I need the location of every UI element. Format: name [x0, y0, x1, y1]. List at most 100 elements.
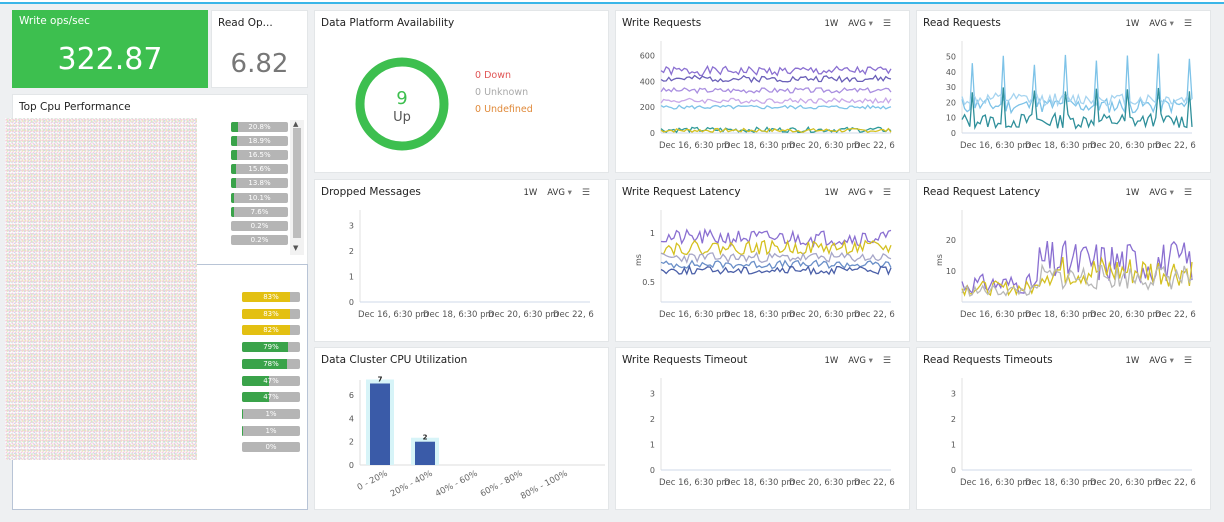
- aggregation-dropdown[interactable]: AVG: [1149, 356, 1174, 366]
- x-tick-label: Dec 20, 6:30 pm: [789, 478, 860, 488]
- chart-title: Write Requests Timeout: [622, 354, 748, 366]
- x-tick-label: 0 - 20%: [356, 469, 390, 493]
- cpu-bar-track: [242, 392, 300, 403]
- x-tick-label: Dec 18, 6:30 pm: [724, 478, 795, 488]
- menu-icon[interactable]: ☰: [882, 19, 891, 29]
- range-selector[interactable]: 1W: [1125, 356, 1140, 366]
- aggregation-dropdown[interactable]: AVG: [1149, 188, 1174, 198]
- cpu-bar-label: 0.2%: [250, 221, 269, 230]
- menu-icon[interactable]: ☰: [882, 188, 891, 198]
- range-selector[interactable]: 1W: [824, 19, 839, 29]
- y-tick-label: 2: [349, 438, 354, 447]
- series-line: [961, 53, 1193, 115]
- cpu-bar-fill: [242, 342, 288, 353]
- y-tick-label: 1: [650, 441, 655, 450]
- read-ops-value: 6.82: [230, 49, 289, 79]
- cpu-bar-fill: [231, 192, 235, 203]
- x-tick-label: Dec 16, 6:30 pm: [960, 478, 1031, 488]
- chart-title: Write Request Latency: [622, 186, 741, 198]
- aggregation-dropdown[interactable]: AVG: [848, 19, 873, 29]
- chart-title: Read Requests Timeouts: [923, 354, 1053, 366]
- cpu-bar-fill: [242, 375, 270, 386]
- y-tick-label: 10: [946, 267, 956, 276]
- cpu-bar-row: 1%: [242, 425, 300, 436]
- cpu-bar-row: 16.5%: [231, 150, 288, 161]
- x-tick-label: Dec 20, 6:30 pm: [1090, 141, 1161, 151]
- range-selector[interactable]: 1W: [1125, 19, 1140, 29]
- cpu-bar-label: 15.6%: [248, 165, 271, 174]
- y-tick-label: 400: [640, 77, 655, 86]
- write-requests-panel: Write Requests 1W AVG ☰ 0 200 400 600 Dec 16, 6:…: [615, 10, 910, 173]
- menu-icon[interactable]: ☰: [882, 356, 891, 366]
- cpu-bar-fill: [242, 392, 270, 403]
- range-selector[interactable]: 1W: [824, 188, 839, 198]
- scroll-down-icon[interactable]: ▼: [293, 244, 299, 252]
- chart-controls: 1W AVG ☰: [1125, 19, 1192, 29]
- top-cpu-scrollbar[interactable]: ▲ ▼: [290, 120, 304, 255]
- cpu-bar-row: 20.8%: [231, 122, 288, 132]
- scroll-thumb[interactable]: [293, 128, 301, 238]
- x-tick-label: Dec 16, 6:30 pm: [659, 478, 730, 488]
- y-axis-label: ms: [935, 254, 944, 266]
- write-ops-tile[interactable]: Write ops/sec 322.87: [12, 10, 208, 88]
- cpu-bar-row: 47%: [242, 392, 300, 403]
- chart-controls: 1W AVG ☰: [824, 356, 891, 366]
- cpu-bar-fill: [242, 358, 288, 369]
- read-ops-title: Read Op...: [218, 17, 273, 29]
- cpu-bar-track: [231, 234, 288, 245]
- chart-controls: 1W AVG ☰: [1125, 188, 1192, 198]
- range-selector[interactable]: 1W: [824, 356, 839, 366]
- legend-undefined: 0 Undefined: [475, 104, 533, 115]
- cpu-bar-row: 83%: [242, 308, 300, 319]
- cpu-bar-label: 16.5%: [248, 151, 271, 160]
- cpu-bar-fill: [231, 164, 237, 175]
- series-line: [660, 227, 892, 249]
- aggregation-dropdown[interactable]: AVG: [848, 356, 873, 366]
- cpu-bar-track: [231, 192, 288, 203]
- y-tick-label: 20: [946, 236, 956, 245]
- cpu-bar-label: 1%: [265, 409, 277, 418]
- bar: [370, 383, 390, 465]
- y-tick-label: 3: [349, 222, 354, 231]
- menu-icon[interactable]: ☰: [1183, 19, 1192, 29]
- cpu-bar-label: 83%: [263, 293, 279, 301]
- x-tick-label: Dec 22, 6: [854, 478, 895, 488]
- cpu-bar-row: 83%: [242, 292, 300, 302]
- y-tick-label: 600: [640, 51, 655, 60]
- y-tick-label: 10: [946, 114, 956, 123]
- aggregation-dropdown[interactable]: AVG: [547, 188, 572, 198]
- x-tick-label: Dec 18, 6:30 pm: [423, 310, 494, 320]
- cpu-bar-fill: [231, 136, 238, 147]
- dropped-messages-panel: Dropped Messages 1W AVG ☰ 0 1 2 3 Dec 16, 6:30 p…: [314, 179, 609, 342]
- y-tick-label: 4: [349, 414, 354, 423]
- x-tick-label: 60% - 80%: [479, 469, 525, 500]
- cpu-bar-track: [231, 164, 288, 175]
- menu-icon[interactable]: ☰: [1183, 188, 1192, 198]
- cpu-bar-track: [231, 206, 288, 217]
- x-tick-label: Dec 20, 6:30 pm: [1090, 310, 1161, 320]
- y-tick-label: 2: [650, 415, 655, 424]
- cpu-bar-label: 79%: [263, 343, 279, 352]
- cpu-bar-row: 0%: [242, 442, 300, 453]
- y-tick-label: 2: [951, 415, 956, 424]
- range-selector[interactable]: 1W: [523, 188, 538, 198]
- read-timeout-panel: Read Requests Timeouts 1W AVG ☰ 0 1 2 3 Dec 16, …: [916, 347, 1211, 510]
- y-tick-label: 50: [946, 53, 956, 62]
- cpu-bar-track: [242, 375, 300, 386]
- cpu-bar-label: 20.8%: [248, 123, 271, 131]
- series-line: [961, 87, 1193, 131]
- cpu-bar-row: 7.6%: [231, 206, 288, 217]
- scroll-up-icon[interactable]: ▲: [293, 120, 299, 128]
- menu-icon[interactable]: ☰: [1183, 356, 1192, 366]
- y-tick-label: 1: [951, 441, 956, 450]
- menu-icon[interactable]: ☰: [581, 188, 590, 198]
- read-ops-tile[interactable]: Read Op... 6.82: [211, 10, 308, 88]
- aggregation-dropdown[interactable]: AVG: [1149, 19, 1174, 29]
- cpu-bar-fill: [231, 122, 239, 132]
- aggregation-dropdown[interactable]: AVG: [848, 188, 873, 198]
- chart-controls: 1W AVG ☰: [824, 188, 891, 198]
- range-selector[interactable]: 1W: [1125, 188, 1140, 198]
- series-line: [660, 86, 892, 95]
- cpu-bar-label: 82%: [263, 326, 279, 335]
